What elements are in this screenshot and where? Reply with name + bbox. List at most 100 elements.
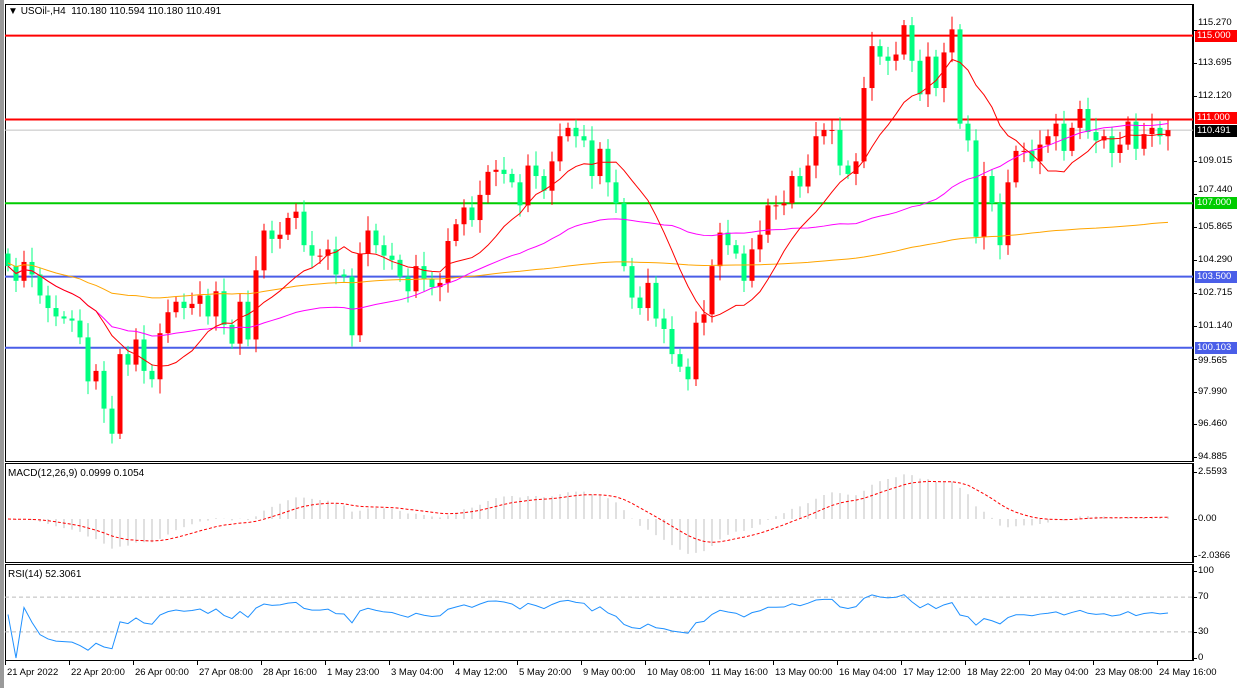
candle-body	[69, 318, 75, 321]
candle-body	[1085, 108, 1091, 133]
candle-body	[949, 29, 955, 53]
rsi-tick-label: 0	[1198, 652, 1204, 663]
candle-body	[133, 339, 139, 365]
candle-body	[349, 276, 355, 336]
candle-body	[837, 129, 843, 166]
candle-body	[797, 176, 803, 187]
price-tick-label: 104.290	[1198, 254, 1233, 266]
candle-body	[317, 255, 323, 257]
candle-body	[421, 266, 427, 279]
time-label: 22 Apr 20:00	[71, 667, 125, 678]
candle-body	[413, 266, 419, 292]
price-tick	[1193, 96, 1197, 97]
candle-body	[1149, 127, 1155, 135]
price-tick	[1193, 194, 1197, 196]
candle-body	[653, 282, 659, 319]
candle-body	[437, 282, 443, 288]
price-tick	[1193, 63, 1197, 64]
candle-body	[1125, 121, 1131, 145]
candle-body	[741, 253, 747, 281]
price-tick	[1193, 359, 1197, 361]
macd-label: MACD(12,26,9) 0.0999 0.1054	[8, 468, 145, 479]
candle-body	[685, 366, 691, 380]
candle-body	[901, 25, 907, 55]
candle-body	[21, 261, 27, 281]
time-label: 5 May 20:00	[519, 667, 572, 678]
candle-body	[101, 370, 107, 409]
candle-body	[1093, 132, 1099, 141]
candle-body	[845, 165, 851, 174]
price-tick	[1193, 392, 1197, 394]
candle-body	[621, 203, 627, 267]
candle-body	[509, 173, 515, 183]
candle-body	[237, 301, 243, 344]
time-tick	[261, 660, 262, 665]
candle-body	[877, 46, 883, 57]
time-label: 1 May 23:00	[327, 667, 380, 678]
ma-fast-line	[7, 58, 1169, 367]
candle-body	[485, 171, 491, 195]
candle-body	[469, 207, 475, 221]
candle-body	[1061, 123, 1067, 151]
price-panel[interactable]	[5, 4, 1193, 462]
candle-body	[829, 129, 835, 131]
candle-body	[1045, 136, 1051, 145]
candle-body	[973, 140, 979, 237]
time-tick	[901, 660, 902, 665]
candle-body	[397, 259, 403, 277]
time-label: 23 May 08:00	[1095, 667, 1153, 678]
price-tick	[1193, 424, 1197, 426]
time-label: 11 May 16:00	[711, 667, 768, 678]
time-tick	[453, 660, 454, 665]
candle-body	[149, 370, 155, 380]
candle-body	[717, 232, 723, 267]
price-tick-label: 99.565	[1198, 354, 1228, 366]
rsi-axis-line	[1193, 564, 1194, 661]
candle-body	[205, 295, 211, 317]
candle-body	[957, 29, 963, 124]
candle-body	[173, 301, 179, 313]
macd-axis-line	[1193, 463, 1194, 563]
rsi-line	[7, 594, 1169, 659]
candle-body	[5, 253, 11, 267]
candle-body	[117, 354, 123, 434]
candle-body	[269, 230, 275, 239]
price-tick-label: 112.120	[1198, 90, 1232, 101]
price-tick-label: 101.140	[1198, 320, 1233, 332]
time-tick	[133, 660, 134, 665]
candle-body	[821, 129, 827, 137]
candle-body	[637, 297, 643, 309]
candle-body	[853, 161, 859, 174]
candle-body	[933, 56, 939, 89]
candle-body	[869, 46, 875, 89]
candle-body	[605, 148, 611, 183]
candle-body	[365, 230, 371, 254]
candle-body	[229, 324, 235, 344]
price-tick-label: 105.865	[1198, 221, 1233, 233]
candle-body	[709, 266, 715, 315]
candle-body	[93, 370, 99, 382]
time-label: 9 May 00:00	[583, 667, 636, 678]
time-label: 24 May 16:00	[1159, 667, 1217, 678]
candle-body	[733, 245, 739, 254]
candle-body	[613, 182, 619, 204]
candle-body	[125, 354, 131, 365]
candle-body	[357, 253, 363, 336]
time-label: 21 Apr 2022	[7, 667, 59, 678]
macd-panel[interactable]	[5, 463, 1193, 563]
price-tick-label: 96.460	[1198, 418, 1228, 430]
candle-body	[669, 328, 675, 355]
candle-body	[1109, 136, 1115, 153]
candle-body	[965, 123, 971, 141]
time-label: 18 May 22:00	[967, 667, 1025, 678]
candle-body	[333, 249, 339, 275]
time-tick	[197, 660, 198, 665]
time-axis-line	[5, 660, 1193, 661]
candle-body	[197, 295, 203, 304]
time-tick	[5, 660, 6, 665]
price-tick-label: 94.885	[1198, 451, 1228, 463]
rsi-tick	[1193, 597, 1197, 599]
candle-body	[925, 56, 931, 95]
dropdown-triangle-icon[interactable]: ▼	[8, 6, 18, 17]
